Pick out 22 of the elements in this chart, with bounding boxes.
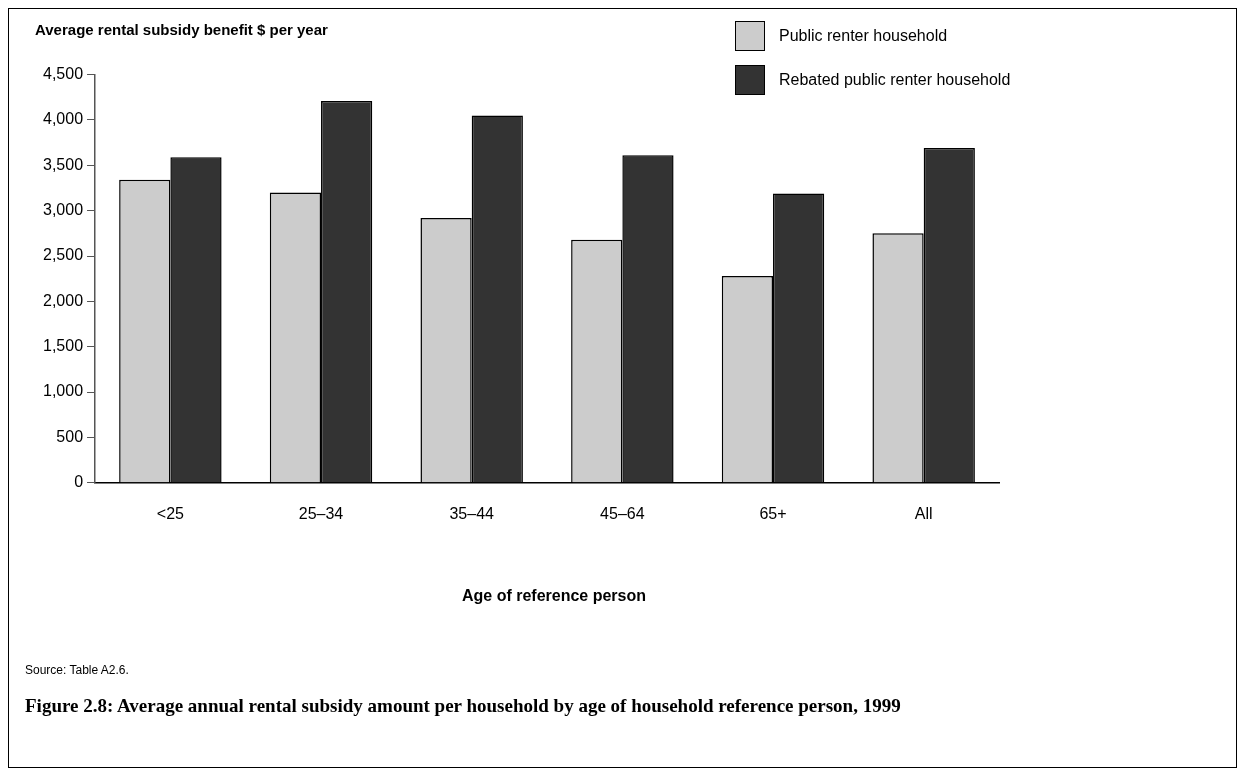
y-tick-label: 3,500 [42, 155, 84, 173]
y-tick-label: 1,500 [42, 337, 84, 355]
source-note: Source: Table A2.6. [25, 663, 129, 677]
x-tick-label: 35–44 [449, 504, 495, 522]
y-tick-label: 500 [56, 427, 84, 445]
legend-label: Rebated public renter household [779, 71, 1011, 89]
legend-label: Public renter household [779, 27, 948, 45]
x-tick-label: All [914, 504, 933, 522]
x-axis-title: Age of reference person [460, 587, 648, 605]
y-tick-label: 3,000 [42, 201, 84, 219]
x-tick-label: 45–64 [600, 504, 645, 522]
x-tick-label: 65+ [759, 504, 787, 522]
y-tick-label: 0 [74, 473, 84, 491]
text: Figure 2.8: Average annual rental subsidy amount per household by age of household reference person, 1999 [25, 695, 902, 717]
x-tick-label: 25–34 [298, 504, 344, 522]
y-tick-label: 2,000 [42, 291, 84, 309]
y-axis-title: Average rental subsidy benefit $ per year [35, 21, 328, 38]
y-tick-label: 4,500 [42, 65, 84, 83]
y-tick-label: 1,000 [42, 382, 84, 400]
y-tick-label: 4,000 [42, 110, 84, 128]
y-tick-label: 2,500 [42, 246, 84, 264]
x-tick-label: <25 [156, 504, 185, 522]
